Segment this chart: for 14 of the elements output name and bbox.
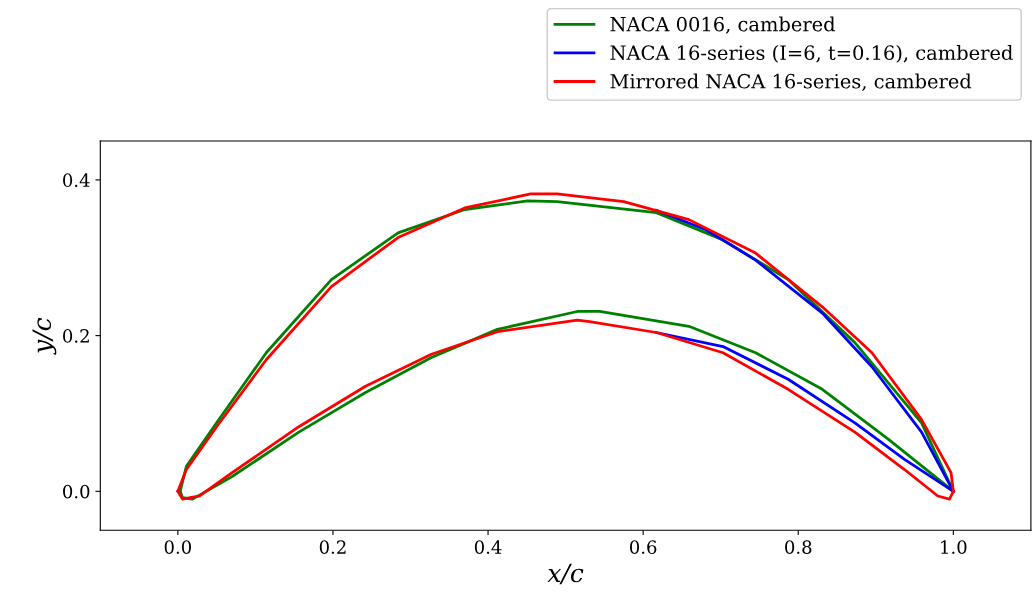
x-axis-title: x/c [547,563,584,585]
legend-label: NACA 0016, cambered [610,16,836,34]
x-tick-label: 0.0 [164,540,192,554]
x-tick-label: 0.2 [319,540,346,554]
legend-label: NACA 16-series (I=6, t=0.16), cambered [610,44,1013,63]
legend-label: Mirrored NACA 16-series, cambered [610,73,972,91]
y-tick-label: 0.4 [63,173,90,188]
x-tick-label: 0.8 [785,540,812,554]
x-tick-label: 1.0 [941,540,967,554]
x-tick-label: 0.6 [629,540,657,554]
x-tick-label: 0.4 [474,540,502,554]
y-axis-title: y/c [32,317,57,355]
y-tick-label: 0.0 [63,484,90,499]
y-tick-label: 0.2 [63,329,89,343]
